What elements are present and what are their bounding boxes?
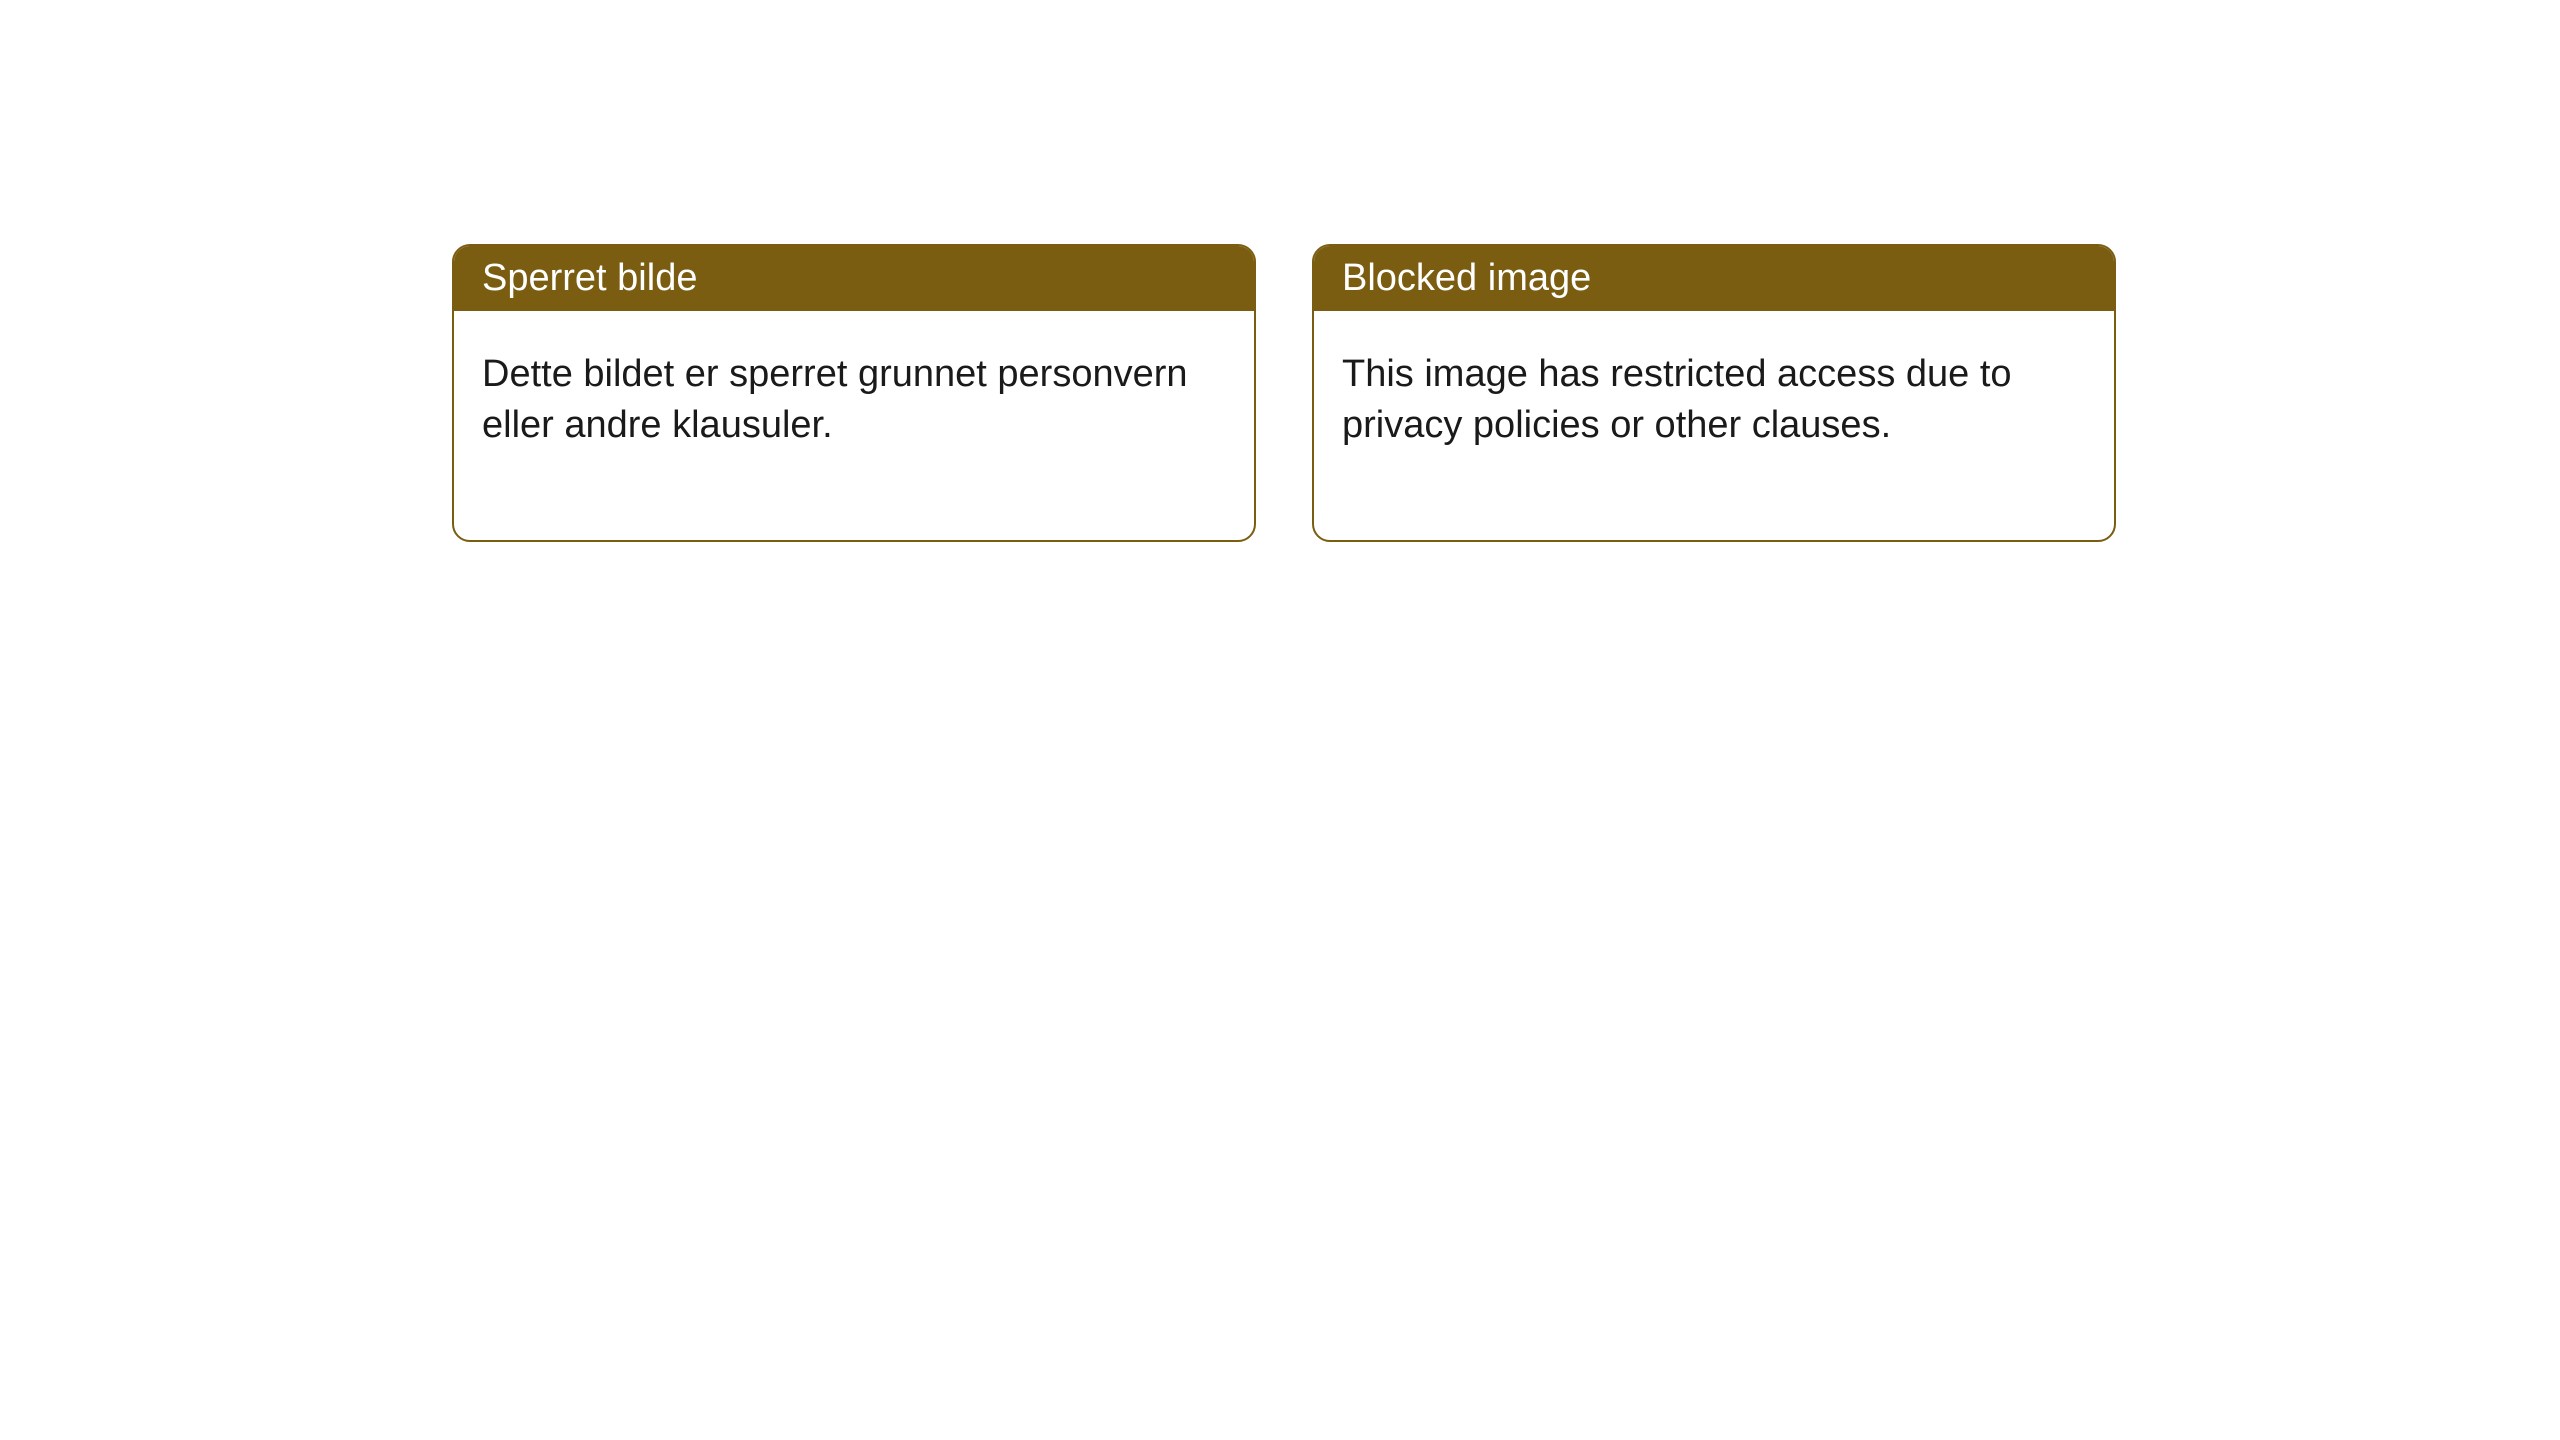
notice-container: Sperret bilde Dette bildet er sperret gr… — [0, 0, 2560, 542]
notice-card-title: Sperret bilde — [454, 246, 1254, 311]
notice-card-norwegian: Sperret bilde Dette bildet er sperret gr… — [452, 244, 1256, 542]
notice-card-body: Dette bildet er sperret grunnet personve… — [454, 311, 1254, 540]
notice-card-english: Blocked image This image has restricted … — [1312, 244, 2116, 542]
notice-card-body: This image has restricted access due to … — [1314, 311, 2114, 540]
notice-card-title: Blocked image — [1314, 246, 2114, 311]
